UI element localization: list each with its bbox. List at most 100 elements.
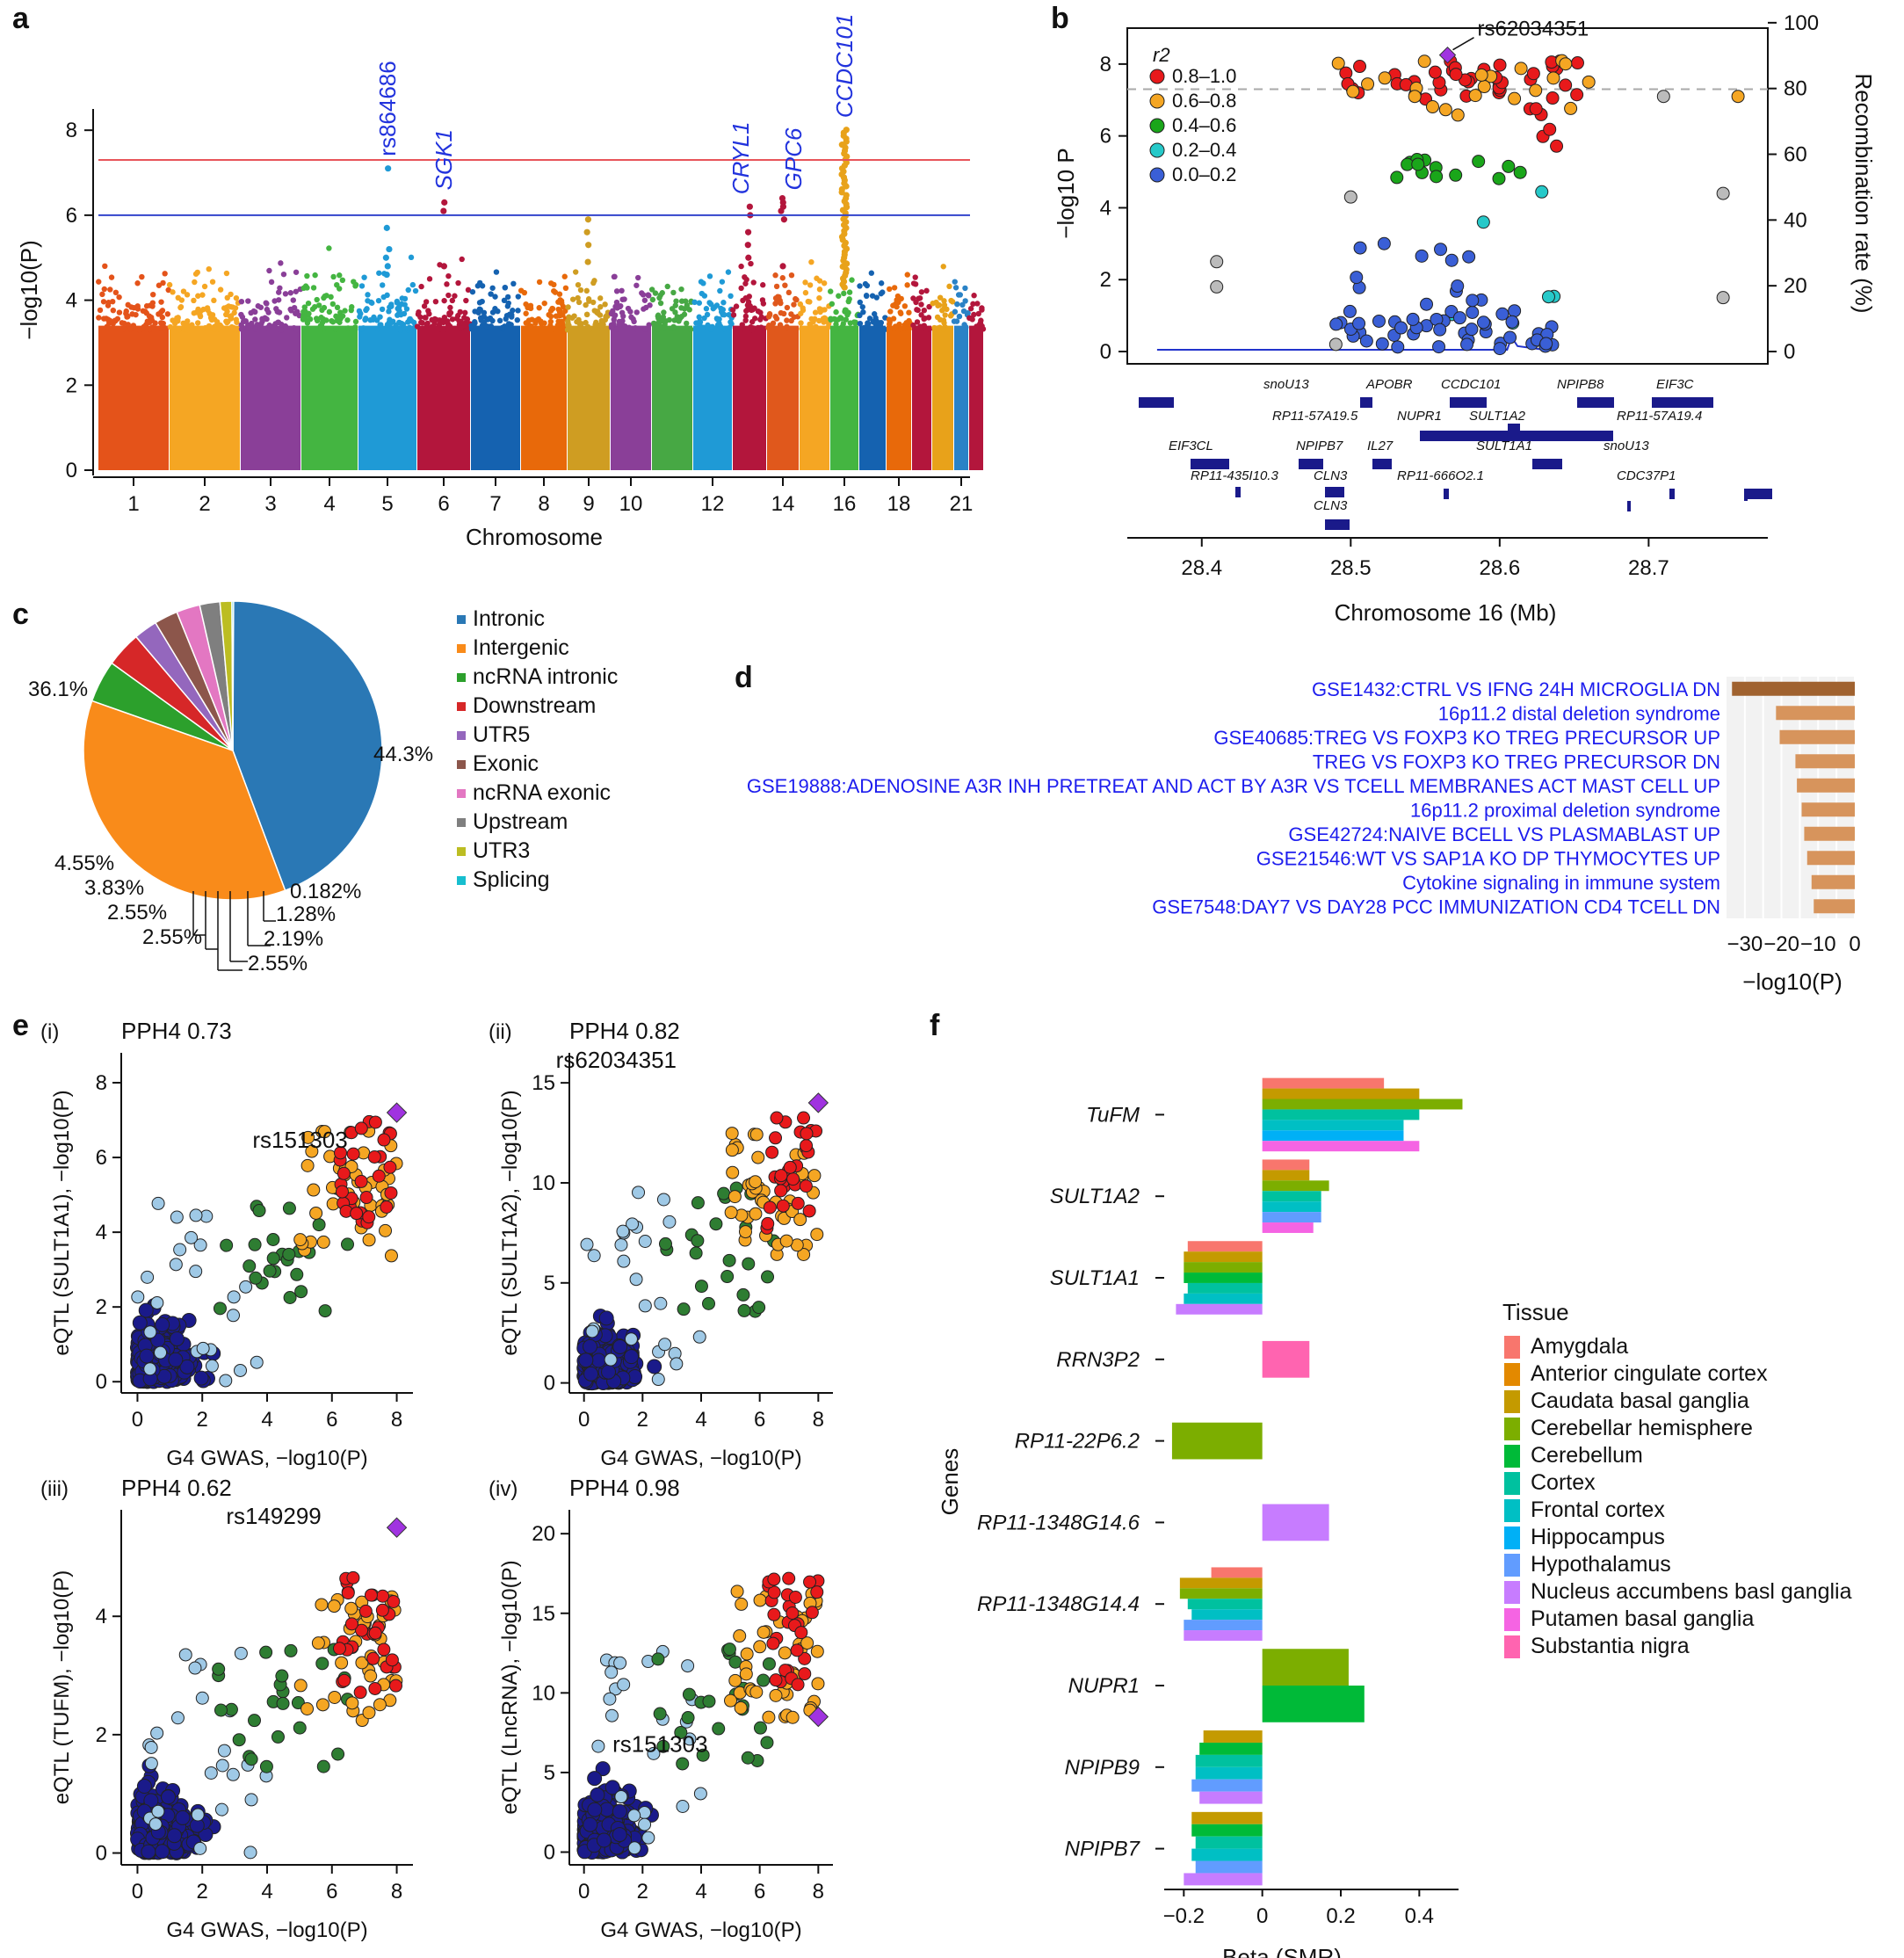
snp-point: [140, 308, 147, 314]
snp-point: [576, 299, 583, 306]
snp-point: [334, 304, 341, 311]
snp-point: [904, 282, 910, 288]
snp-point: [887, 308, 894, 315]
snp-point: [661, 309, 667, 315]
coloc-point: [276, 1696, 290, 1710]
snp-point: [957, 292, 964, 298]
snp-point: [238, 326, 245, 332]
subplot-tag: (ii): [489, 1020, 512, 1044]
y-tick-label: 4: [66, 289, 77, 313]
gene-label-9: EIF3CL: [1169, 439, 1213, 453]
snp-point: [124, 312, 130, 319]
snp-point: [603, 314, 609, 320]
snp-point: [970, 301, 976, 308]
snp-point: [725, 269, 732, 275]
snp-point: [312, 303, 318, 310]
snp-point: [696, 314, 702, 320]
snp-point: [1391, 340, 1405, 354]
coloc-point: [612, 1803, 627, 1819]
snp-point: [1462, 250, 1476, 264]
coloc-point: [749, 1207, 763, 1221]
coloc-point: [148, 1817, 163, 1831]
snp-point: [551, 287, 557, 294]
snp-point: [489, 285, 496, 291]
snp-point: [866, 315, 873, 322]
x-tick-label: 8: [813, 1408, 824, 1432]
snp-point: [278, 260, 284, 266]
chromosome-density-1: [98, 325, 169, 470]
coloc-point: [373, 1698, 387, 1712]
pie-value-label: 36.1%: [28, 678, 88, 701]
coloc-point: [168, 1352, 184, 1367]
gene-label-18: CLN3: [1314, 498, 1348, 513]
snp-point: [812, 309, 819, 315]
snp-point: [583, 319, 589, 326]
snp-point: [965, 310, 971, 316]
pie-slice-intergenic: [83, 700, 286, 901]
snp-point: [895, 299, 901, 306]
y-tick-label: 8: [66, 119, 77, 142]
legend-title: Tissue: [1502, 1299, 1569, 1325]
snp-point: [276, 289, 282, 295]
beta-bar-cerebellum: [1184, 1273, 1263, 1283]
snp-point: [431, 315, 438, 323]
coloc-point: [753, 1640, 767, 1654]
coloc-point: [364, 1588, 378, 1602]
snp-point: [149, 300, 156, 306]
enrichment-bar: [1801, 802, 1855, 817]
snp-point: [1378, 71, 1392, 85]
snp-point: [120, 325, 127, 332]
snp-point: [942, 312, 948, 318]
coloc-point: [580, 1237, 594, 1251]
beta-bar-frontal-cortex: [1184, 1293, 1263, 1304]
coloc-point: [767, 1585, 781, 1599]
snp-point: [622, 323, 628, 330]
lead-snp-label: rs62034351: [1478, 18, 1589, 41]
snp-point: [212, 326, 218, 332]
snp-point: [1526, 67, 1540, 81]
snp-point: [729, 307, 736, 313]
snp-point: [472, 319, 478, 325]
coloc-point: [681, 1711, 695, 1725]
peak-point: [584, 216, 592, 223]
snp-point: [170, 317, 176, 323]
snp-point: [1582, 75, 1596, 89]
coloc-point: [316, 1235, 330, 1249]
coloc-point: [790, 1643, 804, 1657]
coloc-point: [763, 1200, 777, 1215]
snp-point: [518, 287, 525, 294]
x-tick-label: 6: [754, 1880, 765, 1904]
gene-model-17: [1744, 489, 1772, 499]
snp-point: [162, 271, 168, 277]
snp-point: [149, 291, 156, 298]
snp-point: [971, 293, 977, 299]
coloc-point: [803, 1575, 817, 1589]
subplot-tag: (iv): [489, 1477, 518, 1501]
snp-point: [597, 295, 604, 301]
snp-point: [492, 294, 498, 300]
snp-point: [778, 300, 784, 307]
snp-point: [510, 280, 517, 287]
x-tick-label: 28.7: [1628, 556, 1669, 580]
y-tick-label: 2: [66, 373, 77, 397]
term-label: Cytokine signaling in immune system: [1402, 872, 1720, 894]
snp-point: [405, 286, 411, 294]
coloc-point: [354, 1121, 368, 1135]
legend-swatch: [457, 760, 466, 769]
coloc-point: [266, 1233, 280, 1247]
snp-point: [1539, 337, 1553, 351]
snp-point: [469, 288, 476, 295]
legend-swatch: [457, 673, 466, 682]
snp-point: [515, 308, 521, 314]
snp-point: [785, 289, 793, 296]
coloc-point: [376, 1589, 390, 1603]
snp-point: [201, 283, 208, 290]
peak-point: [383, 271, 390, 279]
gene-model-0: [1139, 397, 1174, 408]
snp-point: [956, 313, 963, 320]
snp-point: [402, 301, 408, 308]
snp-point: [890, 302, 896, 308]
gene-model-9: [1532, 459, 1562, 469]
snp-point: [349, 304, 355, 310]
snp-point: [640, 292, 647, 298]
